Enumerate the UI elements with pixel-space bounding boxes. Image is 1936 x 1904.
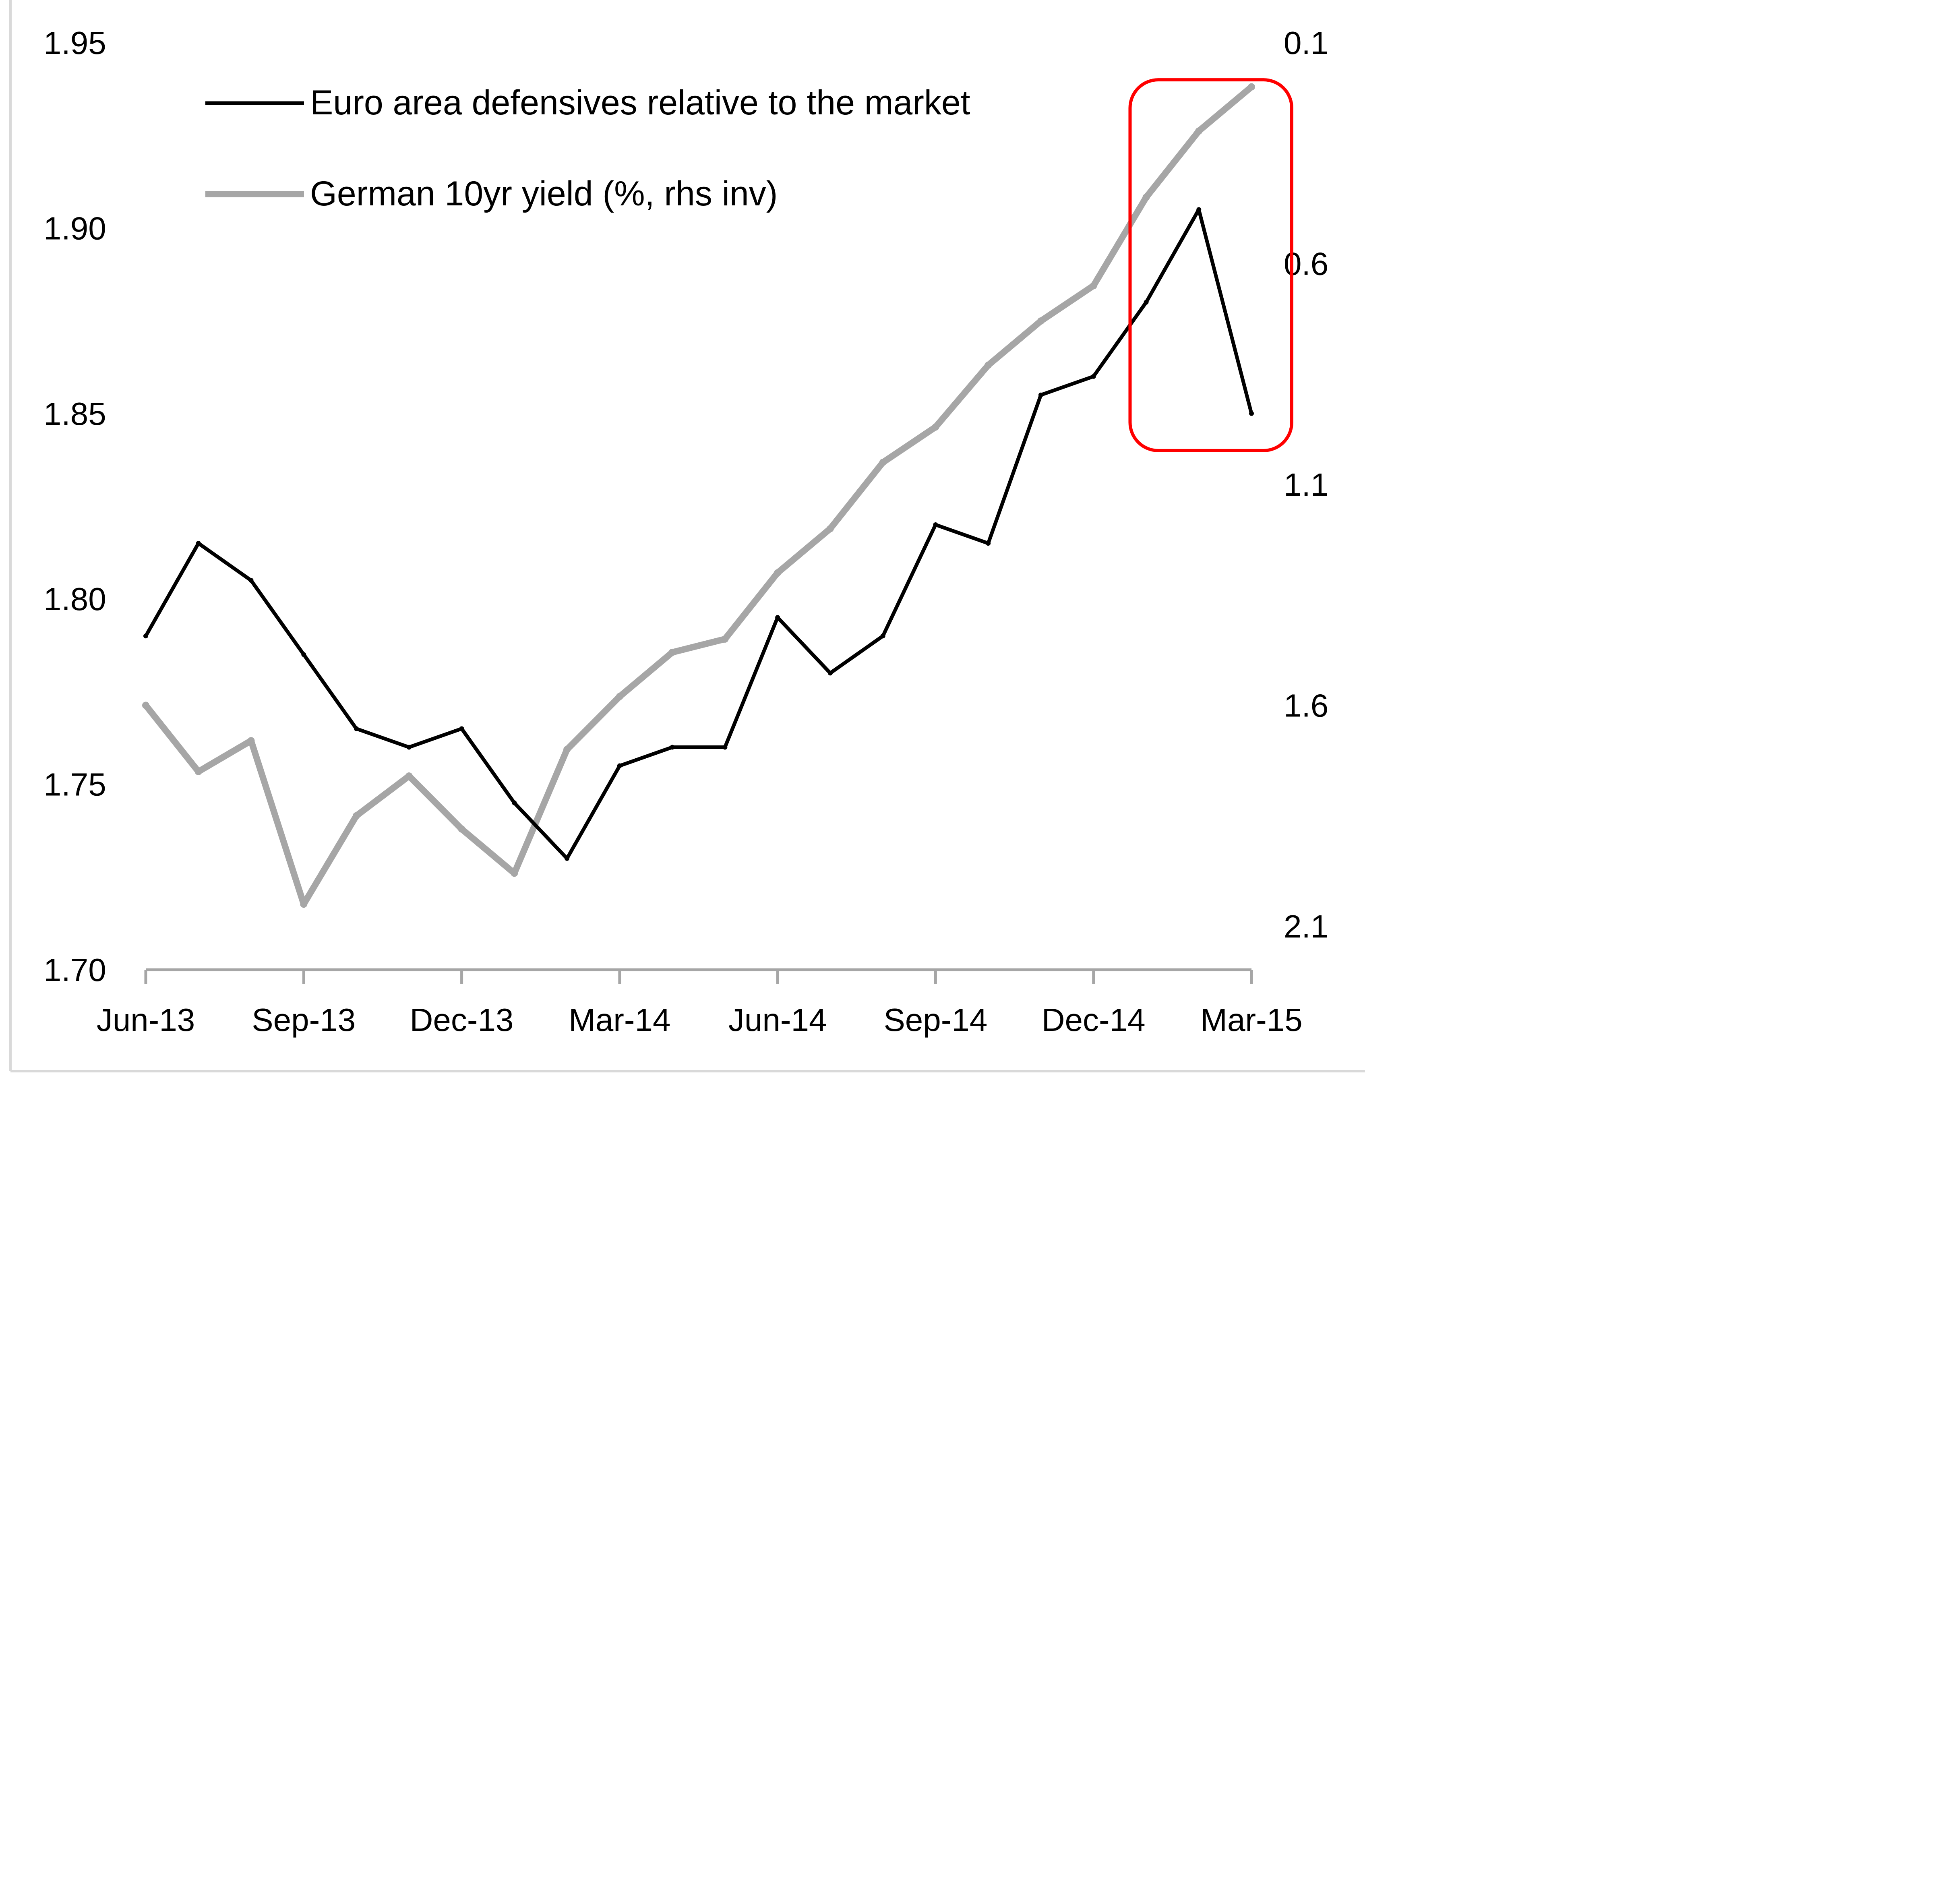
data-point-german-yield bbox=[879, 459, 887, 466]
y2-tick-label: 1.1 bbox=[1284, 467, 1328, 503]
data-point-defensives bbox=[565, 856, 570, 861]
x-tick-label: Dec-14 bbox=[1042, 1002, 1146, 1038]
y-tick-label: 1.90 bbox=[43, 210, 106, 246]
data-point-german-yield bbox=[142, 702, 149, 709]
data-point-defensives bbox=[406, 745, 412, 750]
data-point-german-yield bbox=[1248, 83, 1255, 91]
y-tick-label: 1.95 bbox=[43, 25, 106, 61]
data-point-defensives bbox=[1091, 374, 1096, 379]
x-tick-label: Jun-14 bbox=[728, 1002, 827, 1038]
data-point-german-yield bbox=[1195, 127, 1203, 135]
y-tick-label: 1.75 bbox=[43, 767, 106, 803]
legend-label: German 10yr yield (%, rhs inv) bbox=[310, 174, 778, 213]
data-point-defensives bbox=[670, 745, 675, 750]
y-tick-label: 1.70 bbox=[43, 952, 106, 988]
y2-tick-label: 1.6 bbox=[1284, 688, 1328, 724]
data-point-defensives bbox=[775, 615, 780, 620]
data-point-german-yield bbox=[563, 746, 571, 753]
data-point-german-yield bbox=[353, 812, 360, 820]
legend: Euro area defensives relative to the mar… bbox=[205, 83, 970, 213]
data-point-defensives bbox=[827, 671, 833, 676]
data-point-defensives bbox=[301, 652, 306, 657]
data-point-german-yield bbox=[1037, 317, 1045, 325]
data-point-defensives bbox=[354, 726, 359, 731]
y-tick-label: 1.80 bbox=[43, 581, 106, 617]
x-tick-label: Jun-13 bbox=[97, 1002, 195, 1038]
data-point-defensives bbox=[1249, 411, 1254, 416]
data-point-defensives bbox=[722, 745, 728, 750]
data-point-german-yield bbox=[1090, 282, 1097, 290]
x-tick-label: Sep-14 bbox=[883, 1002, 987, 1038]
data-point-defensives bbox=[459, 726, 464, 731]
x-tick-label: Mar-15 bbox=[1200, 1002, 1302, 1038]
data-point-german-yield bbox=[1142, 193, 1150, 201]
data-point-german-yield bbox=[300, 900, 308, 908]
data-point-german-yield bbox=[247, 737, 255, 745]
data-point-german-yield bbox=[405, 772, 413, 780]
series-line-german-yield bbox=[143, 83, 1255, 908]
series-line-defensives bbox=[144, 207, 1253, 861]
data-point-german-yield bbox=[932, 423, 939, 431]
y2-tick-label: 2.1 bbox=[1284, 909, 1328, 944]
data-point-german-yield bbox=[721, 635, 729, 643]
data-point-defensives bbox=[986, 541, 991, 546]
y2-tick-label: 0.1 bbox=[1284, 25, 1328, 61]
data-point-defensives bbox=[1144, 300, 1149, 305]
x-tick-label: Sep-13 bbox=[252, 1002, 356, 1038]
data-point-german-yield bbox=[985, 361, 992, 369]
highlight-box bbox=[1128, 78, 1293, 452]
data-point-german-yield bbox=[194, 768, 202, 776]
legend-label: Euro area defensives relative to the mar… bbox=[310, 83, 970, 122]
data-point-german-yield bbox=[774, 569, 782, 577]
data-point-defensives bbox=[880, 633, 885, 639]
series-layer bbox=[142, 83, 1255, 908]
data-point-defensives bbox=[617, 763, 622, 768]
annotation-layer bbox=[1128, 78, 1293, 452]
x-tick-label: Mar-14 bbox=[569, 1002, 670, 1038]
data-point-german-yield bbox=[616, 693, 623, 700]
data-point-german-yield bbox=[826, 525, 834, 532]
x-tick-label: Dec-13 bbox=[410, 1002, 514, 1038]
data-point-defensives bbox=[1038, 392, 1043, 397]
data-point-german-yield bbox=[668, 648, 676, 656]
data-point-defensives bbox=[512, 800, 517, 805]
data-point-defensives bbox=[1196, 207, 1202, 212]
data-point-defensives bbox=[933, 522, 938, 528]
data-point-defensives bbox=[143, 633, 148, 639]
data-point-defensives bbox=[196, 541, 201, 546]
data-point-defensives bbox=[248, 578, 254, 583]
data-point-german-yield bbox=[511, 869, 518, 877]
y-tick-label: 1.85 bbox=[43, 396, 106, 432]
data-point-german-yield bbox=[458, 825, 465, 833]
ticks-layer: 1.951.901.851.801.751.700.10.61.11.62.1J… bbox=[43, 25, 1328, 1038]
